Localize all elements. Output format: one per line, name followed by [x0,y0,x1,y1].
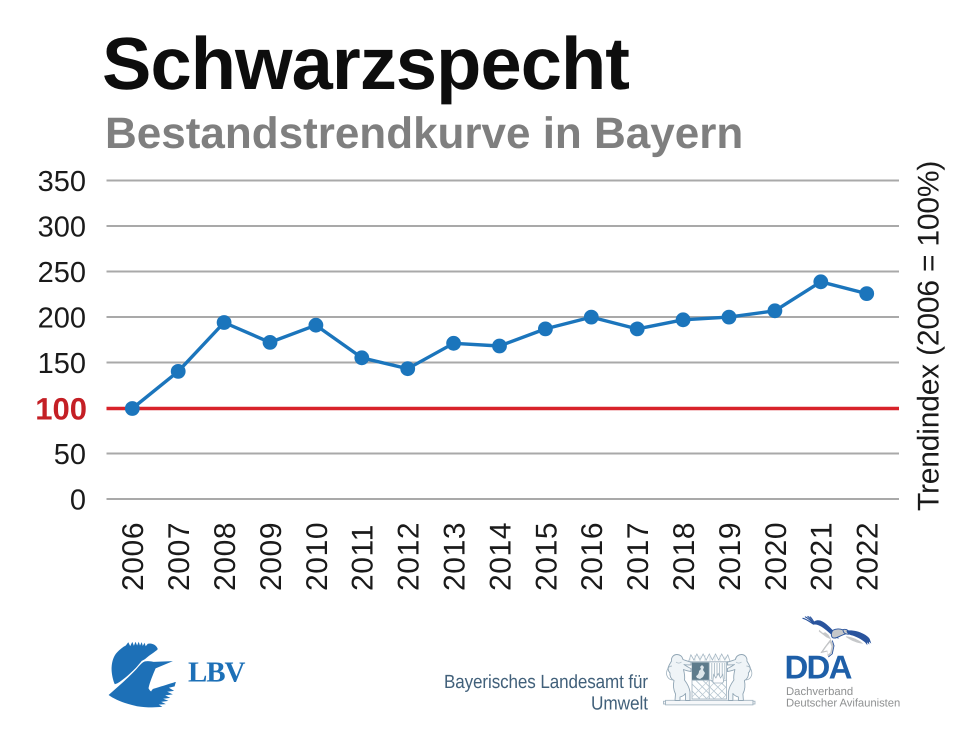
svg-text:2021: 2021 [806,522,839,591]
svg-text:50: 50 [54,439,86,471]
svg-text:Dachverband: Dachverband [786,686,853,698]
svg-text:Schwarzspecht: Schwarzspecht [102,22,629,105]
svg-text:Bayerisches Landesamt für: Bayerisches Landesamt für [444,672,649,693]
svg-text:2012: 2012 [393,522,426,591]
svg-text:2020: 2020 [760,522,793,591]
svg-text:100: 100 [35,392,87,427]
svg-text:2018: 2018 [668,522,701,591]
svg-text:LBV: LBV [188,656,245,688]
svg-text:2015: 2015 [530,522,563,591]
svg-text:350: 350 [38,166,86,198]
svg-text:2010: 2010 [301,522,334,591]
svg-text:300: 300 [38,212,86,244]
svg-text:Bestandstrendkurve in Bayern: Bestandstrendkurve in Bayern [105,109,743,158]
svg-text:150: 150 [38,348,86,380]
svg-text:DDA: DDA [785,649,852,686]
svg-text:Umwelt: Umwelt [591,694,649,715]
svg-text:2007: 2007 [163,522,196,591]
svg-text:Deutscher Avifaunisten: Deutscher Avifaunisten [786,698,900,710]
svg-text:2013: 2013 [439,522,472,591]
svg-text:2016: 2016 [576,522,609,591]
svg-text:2008: 2008 [209,522,242,591]
svg-text:2022: 2022 [852,522,885,591]
svg-text:250: 250 [38,257,86,289]
svg-text:2014: 2014 [484,522,517,591]
svg-text:2006: 2006 [117,522,150,591]
svg-text:200: 200 [38,303,86,335]
svg-text:Trendindex (2006 = 100%): Trendindex (2006 = 100%) [913,161,946,511]
svg-text:0: 0 [70,485,86,517]
svg-text:2019: 2019 [714,522,747,591]
svg-text:2017: 2017 [622,522,655,591]
svg-text:2011: 2011 [347,524,380,591]
svg-text:2009: 2009 [255,522,288,591]
